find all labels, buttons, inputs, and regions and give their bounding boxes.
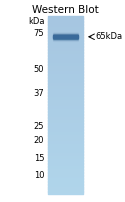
Text: 50: 50	[34, 65, 44, 74]
Text: 20: 20	[34, 136, 44, 145]
Text: 10: 10	[34, 171, 44, 180]
Text: 75: 75	[34, 29, 44, 38]
Text: 25: 25	[34, 122, 44, 131]
Text: kDa: kDa	[28, 17, 44, 26]
Text: 65kDa: 65kDa	[95, 32, 122, 41]
Text: 37: 37	[34, 89, 44, 98]
Text: 15: 15	[34, 154, 44, 163]
Text: Western Blot: Western Blot	[32, 5, 98, 15]
